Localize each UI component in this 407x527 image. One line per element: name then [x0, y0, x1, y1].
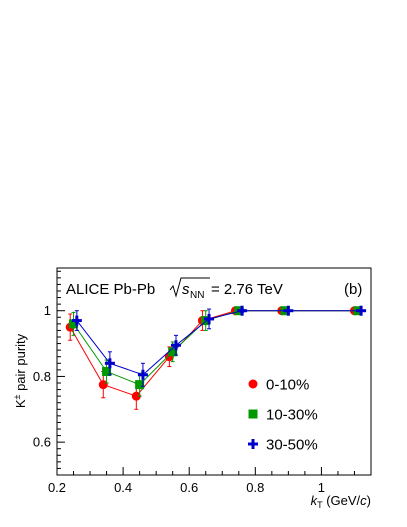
- series-30-50%: [71, 305, 367, 387]
- legend-label: 30-50%: [266, 437, 318, 454]
- data-point: [69, 319, 79, 329]
- x-tick-label: 0.2: [48, 480, 66, 495]
- legend-item: 30-50%: [248, 437, 318, 454]
- data-point: [237, 305, 248, 316]
- data-point: [283, 305, 294, 316]
- legend-item: 10-30%: [248, 407, 318, 424]
- x-tick-label: 0.8: [246, 480, 264, 495]
- legend-label: 10-30%: [266, 407, 318, 424]
- data-point: [201, 316, 211, 326]
- y-tick-label: 0.6: [33, 435, 51, 450]
- legend-marker: [248, 379, 258, 389]
- legend-item: 0-10%: [248, 377, 309, 394]
- plot-frame: [56, 267, 372, 476]
- legend-marker: [248, 409, 258, 419]
- y-axis-label: K± pair purity: [12, 333, 28, 408]
- data-point: [104, 358, 115, 369]
- data-point: [71, 315, 82, 326]
- data-point: [131, 391, 141, 401]
- data-point: [137, 369, 148, 380]
- legend: 0-10% 10-30% 30-50%: [248, 377, 318, 454]
- series-10-30%: [69, 306, 363, 397]
- data-point: [135, 380, 145, 390]
- x-tick-label: 1: [318, 480, 325, 495]
- experiment-label: ALICE Pb-Pb: [66, 281, 155, 298]
- x-tick-label: 0.4: [114, 480, 132, 495]
- data-point: [170, 340, 181, 351]
- series-line: [73, 310, 358, 386]
- data-point: [98, 380, 108, 390]
- data-point: [168, 347, 178, 357]
- energy-label: = 2.76 TeV: [211, 281, 283, 298]
- data-point: [102, 367, 112, 376]
- series-line: [69, 310, 355, 397]
- y-tick-label: 1: [44, 303, 51, 318]
- sqrt-snn-symbol: s NN: [169, 277, 210, 301]
- axis-layer: 0.2 0.4 0.6 0.8 1 0.6 0.8 1: [33, 270, 372, 495]
- data-point: [356, 305, 367, 316]
- legend-marker: [248, 439, 258, 449]
- svg-text:s: s: [182, 281, 190, 298]
- legend-label: 0-10%: [266, 377, 309, 394]
- svg-text:NN: NN: [190, 290, 204, 301]
- series-line: [76, 310, 362, 376]
- x-axis-label: kT (GeV/c): [311, 493, 371, 510]
- panel-label: (b): [344, 281, 362, 298]
- data-point: [204, 313, 215, 324]
- x-tick-label: 0.6: [180, 480, 198, 495]
- series-layer: [65, 305, 367, 410]
- y-tick-label: 0.8: [33, 369, 51, 384]
